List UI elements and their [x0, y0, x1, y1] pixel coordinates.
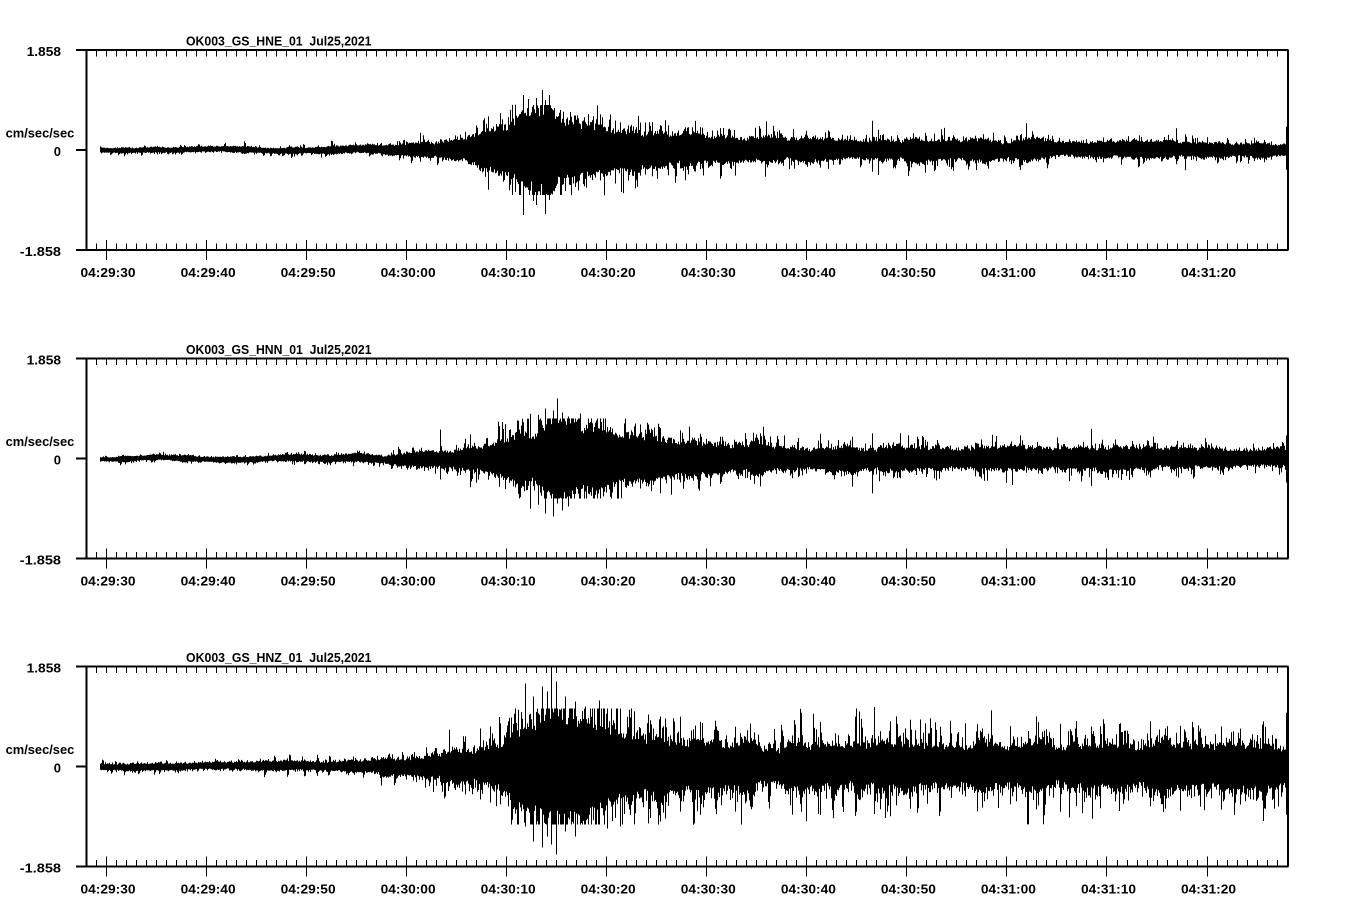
svg-text:1.858: 1.858 — [27, 661, 61, 676]
svg-text:-1.858: -1.858 — [20, 244, 61, 259]
svg-text:04:29:40: 04:29:40 — [181, 882, 236, 897]
svg-text:04:29:30: 04:29:30 — [81, 882, 136, 897]
svg-text:04:31:10: 04:31:10 — [1081, 265, 1136, 280]
svg-text:04:30:10: 04:30:10 — [481, 574, 536, 589]
svg-text:04:30:30: 04:30:30 — [681, 882, 736, 897]
svg-text:04:30:40: 04:30:40 — [781, 265, 836, 280]
svg-text:04:31:20: 04:31:20 — [1181, 882, 1236, 897]
svg-text:04:30:10: 04:30:10 — [481, 882, 536, 897]
svg-text:04:30:00: 04:30:00 — [381, 882, 436, 897]
svg-text:04:29:50: 04:29:50 — [281, 265, 336, 280]
svg-text:04:30:30: 04:30:30 — [681, 574, 736, 589]
svg-text:04:29:30: 04:29:30 — [81, 265, 136, 280]
svg-text:04:29:50: 04:29:50 — [281, 882, 336, 897]
svg-text:cm/sec/sec: cm/sec/sec — [6, 125, 75, 140]
svg-text:04:31:10: 04:31:10 — [1081, 574, 1136, 589]
svg-text:04:31:20: 04:31:20 — [1181, 574, 1236, 589]
svg-text:04:30:20: 04:30:20 — [581, 574, 636, 589]
svg-text:0: 0 — [54, 453, 61, 468]
svg-text:04:31:00: 04:31:00 — [981, 574, 1036, 589]
svg-text:04:30:40: 04:30:40 — [781, 882, 836, 897]
svg-text:04:30:30: 04:30:30 — [681, 265, 736, 280]
svg-text:cm/sec/sec: cm/sec/sec — [6, 742, 75, 757]
svg-text:1.858: 1.858 — [27, 44, 61, 59]
svg-text:04:30:40: 04:30:40 — [781, 574, 836, 589]
svg-text:OK003_GS_HNN_01 Jul25,2021: OK003_GS_HNN_01 Jul25,2021 — [186, 342, 372, 357]
svg-text:04:30:00: 04:30:00 — [381, 265, 436, 280]
svg-text:04:30:00: 04:30:00 — [381, 574, 436, 589]
svg-text:04:30:50: 04:30:50 — [881, 882, 936, 897]
svg-text:04:31:10: 04:31:10 — [1081, 882, 1136, 897]
svg-text:04:29:30: 04:29:30 — [81, 574, 136, 589]
svg-text:04:31:00: 04:31:00 — [981, 882, 1036, 897]
svg-text:04:30:10: 04:30:10 — [481, 265, 536, 280]
svg-text:OK003_GS_HNZ_01 Jul25,2021: OK003_GS_HNZ_01 Jul25,2021 — [186, 650, 372, 665]
svg-text:04:30:20: 04:30:20 — [581, 882, 636, 897]
svg-text:04:29:40: 04:29:40 — [181, 265, 236, 280]
svg-text:04:29:40: 04:29:40 — [181, 574, 236, 589]
svg-text:04:31:00: 04:31:00 — [981, 265, 1036, 280]
svg-text:04:30:50: 04:30:50 — [881, 265, 936, 280]
svg-text:1.858: 1.858 — [27, 353, 61, 368]
svg-text:04:30:20: 04:30:20 — [581, 265, 636, 280]
svg-text:OK003_GS_HNE_01 Jul25,2021: OK003_GS_HNE_01 Jul25,2021 — [186, 34, 372, 49]
svg-text:04:30:50: 04:30:50 — [881, 574, 936, 589]
svg-text:-1.858: -1.858 — [20, 553, 61, 568]
svg-text:04:29:50: 04:29:50 — [281, 574, 336, 589]
svg-text:cm/sec/sec: cm/sec/sec — [6, 434, 75, 449]
svg-text:04:31:20: 04:31:20 — [1181, 265, 1236, 280]
svg-text:0: 0 — [54, 761, 61, 776]
svg-text:-1.858: -1.858 — [20, 861, 61, 876]
svg-text:0: 0 — [54, 144, 61, 159]
